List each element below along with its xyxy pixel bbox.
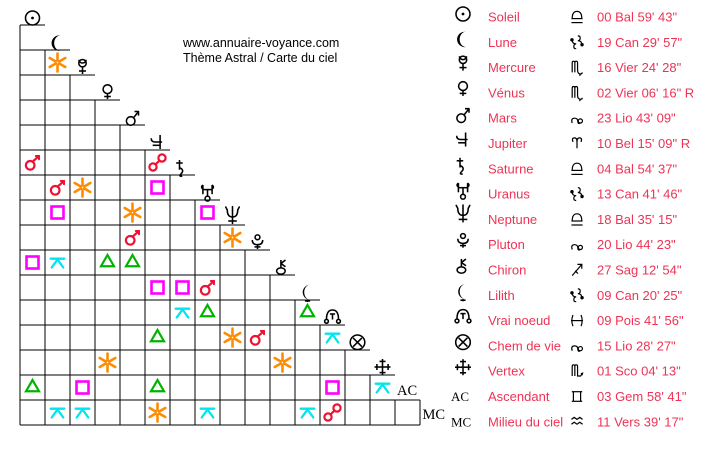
svg-text:11 Vers 39' 17": 11 Vers 39' 17"	[597, 414, 684, 429]
svg-text:Mercure: Mercure	[488, 60, 536, 75]
svg-text:Jupiter: Jupiter	[488, 136, 528, 151]
svg-text:Lune: Lune	[488, 35, 517, 50]
svg-text:04 Bal 54' 37": 04 Bal 54' 37"	[597, 161, 677, 176]
svg-text:Pluton: Pluton	[488, 237, 525, 252]
svg-text:MC: MC	[451, 414, 471, 429]
svg-text:01 Sco 04' 13": 01 Sco 04' 13"	[597, 364, 681, 379]
svg-text:18 Bal 35' 15": 18 Bal 35' 15"	[597, 212, 677, 227]
svg-text:Chiron: Chiron	[488, 263, 526, 278]
svg-text:www.annuaire-voyance.com: www.annuaire-voyance.com	[182, 36, 339, 50]
svg-text:Chem de vie: Chem de vie	[488, 338, 561, 353]
svg-text:AC: AC	[397, 383, 417, 399]
svg-text:MC: MC	[423, 407, 446, 423]
svg-text:Mars: Mars	[488, 111, 517, 126]
svg-text:Ascendant: Ascendant	[488, 389, 550, 404]
svg-text:02 Vier 06' 16" R: 02 Vier 06' 16" R	[597, 85, 694, 100]
svg-text:Vrai noeud: Vrai noeud	[488, 313, 550, 328]
svg-text:Thème Astral / Carte du ciel: Thème Astral / Carte du ciel	[183, 51, 337, 65]
svg-text:00 Bal 59' 43": 00 Bal 59' 43"	[597, 10, 677, 25]
svg-text:Saturne: Saturne	[488, 161, 534, 176]
svg-text:Uranus: Uranus	[488, 187, 530, 202]
svg-text:27 Sag 12' 54": 27 Sag 12' 54"	[597, 263, 682, 278]
svg-text:13 Can 41' 46": 13 Can 41' 46"	[597, 187, 683, 202]
svg-text:Lilith: Lilith	[488, 288, 515, 303]
svg-text:23 Lio 43' 09": 23 Lio 43' 09"	[597, 111, 676, 126]
svg-text:Vénus: Vénus	[488, 85, 525, 100]
svg-text:09 Can 20' 25": 09 Can 20' 25"	[597, 288, 683, 303]
svg-text:20 Lio 44' 23": 20 Lio 44' 23"	[597, 237, 676, 252]
svg-text:15 Lio 28' 27": 15 Lio 28' 27"	[597, 338, 676, 353]
svg-text:16 Vier 24' 28": 16 Vier 24' 28"	[597, 60, 682, 75]
svg-text:19 Can 29' 57": 19 Can 29' 57"	[597, 35, 683, 50]
svg-text:09 Pois 41' 56": 09 Pois 41' 56"	[597, 313, 684, 328]
svg-text:10 Bel 15' 09" R: 10 Bel 15' 09" R	[597, 136, 690, 151]
svg-text:Vertex: Vertex	[488, 364, 525, 379]
svg-text:Milieu du ciel: Milieu du ciel	[488, 414, 563, 429]
svg-text:Neptune: Neptune	[488, 212, 537, 227]
svg-text:03 Gem 58' 41": 03 Gem 58' 41"	[597, 389, 687, 404]
svg-text:AC: AC	[451, 389, 469, 404]
svg-text:Soleil: Soleil	[488, 10, 520, 25]
